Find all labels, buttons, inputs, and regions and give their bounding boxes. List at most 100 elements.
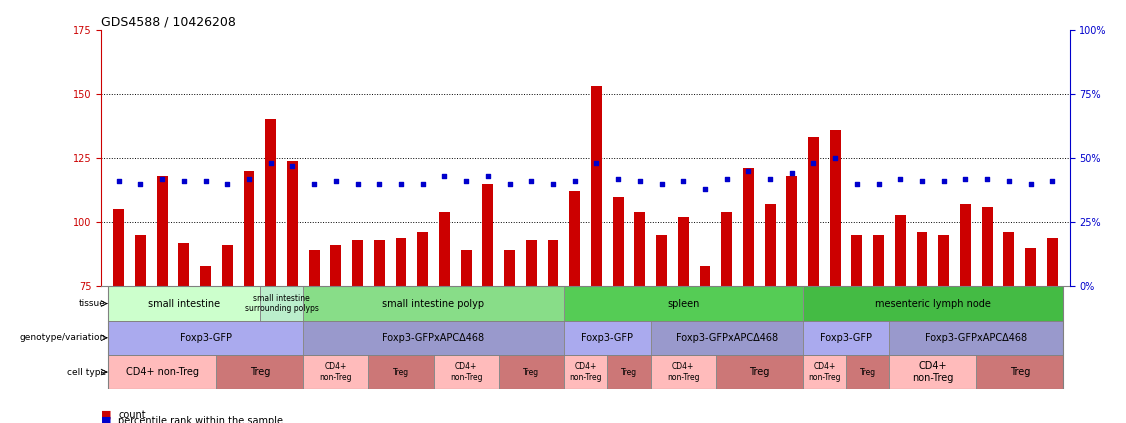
Bar <box>699 266 711 286</box>
Point <box>392 180 410 187</box>
Point <box>522 178 540 184</box>
Bar <box>890 355 976 389</box>
Bar <box>716 355 803 389</box>
Bar <box>960 204 971 286</box>
Bar <box>178 243 189 286</box>
Point <box>935 178 953 184</box>
Point <box>1021 180 1039 187</box>
Point <box>1044 178 1062 184</box>
Bar <box>873 235 884 286</box>
Bar <box>786 176 797 286</box>
Bar <box>260 286 303 321</box>
Bar <box>846 355 890 389</box>
Bar <box>303 355 368 389</box>
Bar <box>716 355 803 389</box>
Text: Treg: Treg <box>250 367 270 377</box>
Bar <box>564 321 651 355</box>
Text: CD4+ non-Treg: CD4+ non-Treg <box>126 367 198 377</box>
Bar <box>108 321 303 355</box>
Bar <box>564 321 651 355</box>
Point <box>413 180 431 187</box>
Point <box>436 173 454 179</box>
Bar <box>222 245 233 286</box>
Bar <box>108 321 303 355</box>
Bar <box>330 245 341 286</box>
Text: percentile rank within the sample: percentile rank within the sample <box>118 416 284 423</box>
Point <box>305 180 323 187</box>
Point <box>804 160 822 167</box>
Bar <box>434 355 499 389</box>
Bar <box>108 286 260 321</box>
Bar <box>564 286 803 321</box>
Bar <box>108 286 260 321</box>
Bar <box>1025 248 1036 286</box>
Text: Foxp3-GFP: Foxp3-GFP <box>179 333 232 343</box>
Point <box>696 185 714 192</box>
Text: tissue: tissue <box>79 299 106 308</box>
Text: Treg: Treg <box>860 368 876 376</box>
Bar <box>808 137 819 286</box>
Text: Treg: Treg <box>524 368 539 376</box>
Bar <box>564 355 607 389</box>
Bar <box>803 355 846 389</box>
Bar <box>499 355 564 389</box>
Bar <box>651 321 803 355</box>
Bar <box>803 286 1063 321</box>
Bar <box>716 355 803 389</box>
Bar <box>200 266 211 286</box>
Bar <box>722 212 732 286</box>
Bar <box>938 235 949 286</box>
Point <box>848 180 866 187</box>
Text: Treg: Treg <box>620 368 637 376</box>
Bar <box>1003 233 1015 286</box>
Point <box>565 178 583 184</box>
Bar <box>591 86 601 286</box>
Text: CD4+
non-Treg: CD4+ non-Treg <box>320 363 352 382</box>
Bar <box>976 355 1063 389</box>
Bar <box>108 321 303 355</box>
Bar <box>243 171 254 286</box>
Text: count: count <box>118 409 146 420</box>
Bar <box>634 212 645 286</box>
Text: CD4+
non-Treg: CD4+ non-Treg <box>570 363 601 382</box>
Point <box>457 178 475 184</box>
Point <box>761 175 779 182</box>
Point <box>978 175 997 182</box>
Bar <box>260 286 303 321</box>
Text: Foxp3-GFP: Foxp3-GFP <box>820 333 872 343</box>
Bar <box>890 321 1063 355</box>
Point <box>588 160 606 167</box>
Point <box>652 180 670 187</box>
Bar <box>287 161 298 286</box>
Bar <box>651 321 803 355</box>
Point <box>544 180 562 187</box>
Bar <box>439 212 449 286</box>
Bar <box>108 355 216 389</box>
Bar <box>434 355 499 389</box>
Bar <box>656 235 667 286</box>
Point <box>240 175 258 182</box>
Point <box>370 180 388 187</box>
Bar <box>157 176 168 286</box>
Bar <box>482 184 493 286</box>
Point <box>501 180 519 187</box>
Point <box>826 155 844 162</box>
Bar <box>266 119 276 286</box>
Bar <box>303 355 368 389</box>
Bar <box>803 321 890 355</box>
Bar <box>564 286 803 321</box>
Bar <box>547 240 558 286</box>
Bar <box>309 250 320 286</box>
Point <box>674 178 692 184</box>
Bar <box>303 286 564 321</box>
Point <box>175 178 193 184</box>
Text: small intestine
surrounding polyps: small intestine surrounding polyps <box>244 294 319 313</box>
Bar <box>613 197 624 286</box>
Bar <box>890 355 976 389</box>
Bar <box>830 130 841 286</box>
Text: Foxp3-GFPxAPCΔ468: Foxp3-GFPxAPCΔ468 <box>676 333 778 343</box>
Point <box>1000 178 1018 184</box>
Bar <box>108 355 216 389</box>
Text: CD4+
non-Treg: CD4+ non-Treg <box>667 363 699 382</box>
Text: cell type: cell type <box>66 368 106 376</box>
